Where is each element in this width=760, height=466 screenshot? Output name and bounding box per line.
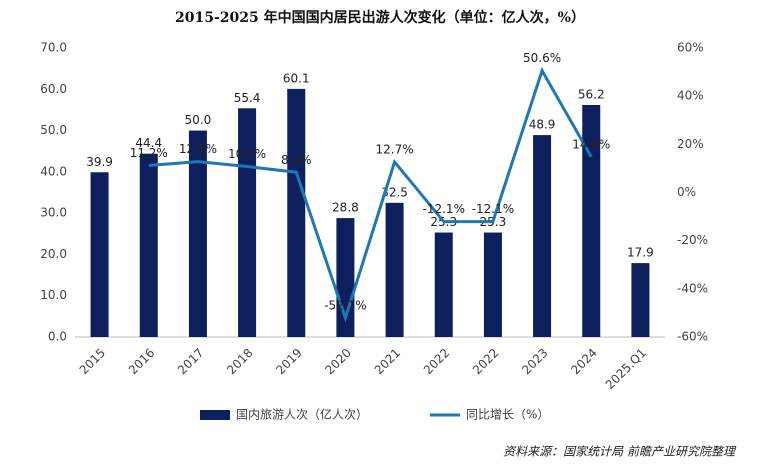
bar	[90, 172, 109, 337]
line	[148, 66, 593, 323]
y2-tick-label: 20%	[677, 137, 704, 151]
bar-label: 28.8	[332, 201, 359, 215]
y2-tick-label: -60%	[677, 330, 708, 344]
bar	[631, 263, 650, 337]
bar	[533, 135, 552, 337]
y-tick-label: 50.0	[40, 123, 67, 137]
line-label: 10.8%	[228, 147, 266, 161]
chart-title: 2015-2025 年中国国内居民出游人次变化（单位：亿人次，%）	[175, 9, 585, 26]
y2-tick-label: 0%	[677, 185, 696, 199]
bar	[385, 202, 404, 337]
bar-label: 56.2	[578, 87, 605, 101]
line-label: 12.7%	[376, 142, 414, 156]
legend-label: 国内旅游人次（亿人次）	[236, 407, 368, 422]
line-label: 8.4%	[281, 153, 312, 167]
y-tick-label: 70.0	[40, 41, 67, 55]
y-tick-label: 0.0	[48, 330, 67, 344]
y-tick-label: 10.0	[40, 288, 67, 302]
line-label: 12.8%	[179, 142, 217, 156]
y-tick-label: 40.0	[40, 164, 67, 178]
y2-tick-label: 40%	[677, 89, 704, 103]
line-label: 14.8%	[572, 137, 610, 151]
bar-label: 44.4	[135, 136, 162, 150]
y2-tick-label: -40%	[677, 281, 708, 295]
line-label: 50.6%	[523, 51, 561, 65]
legend-swatch	[200, 410, 230, 420]
bar-label: 60.1	[283, 71, 310, 85]
bar-label: 55.4	[234, 91, 261, 105]
y2-tick-label: -20%	[677, 233, 708, 247]
bar	[582, 104, 601, 337]
legend-label: 同比增长（%）	[466, 408, 549, 422]
line-label: -52.1%	[324, 298, 366, 312]
line-label: -12.1%	[472, 202, 514, 216]
bar-label: 48.9	[529, 118, 556, 132]
bar-label: 32.5	[381, 185, 408, 199]
y2-tick-label: 60%	[677, 41, 704, 55]
y-tick-label: 60.0	[40, 82, 67, 96]
source: 资料来源：国家统计局 前瞻产业研究院整理	[503, 445, 737, 459]
bar	[238, 108, 257, 337]
line-label: 11.2%	[130, 146, 168, 160]
bar-label: 50.0	[185, 113, 212, 127]
bar	[139, 153, 158, 337]
y-tick-label: 20.0	[40, 247, 67, 261]
bar	[188, 130, 207, 337]
y-tick-label: 30.0	[40, 206, 67, 220]
bar	[483, 232, 502, 337]
bar-label: 39.9	[86, 155, 113, 169]
bar-label: 17.9	[627, 246, 654, 260]
line-label: -12.1%	[423, 202, 465, 216]
bar	[434, 232, 453, 337]
bar	[287, 88, 306, 337]
